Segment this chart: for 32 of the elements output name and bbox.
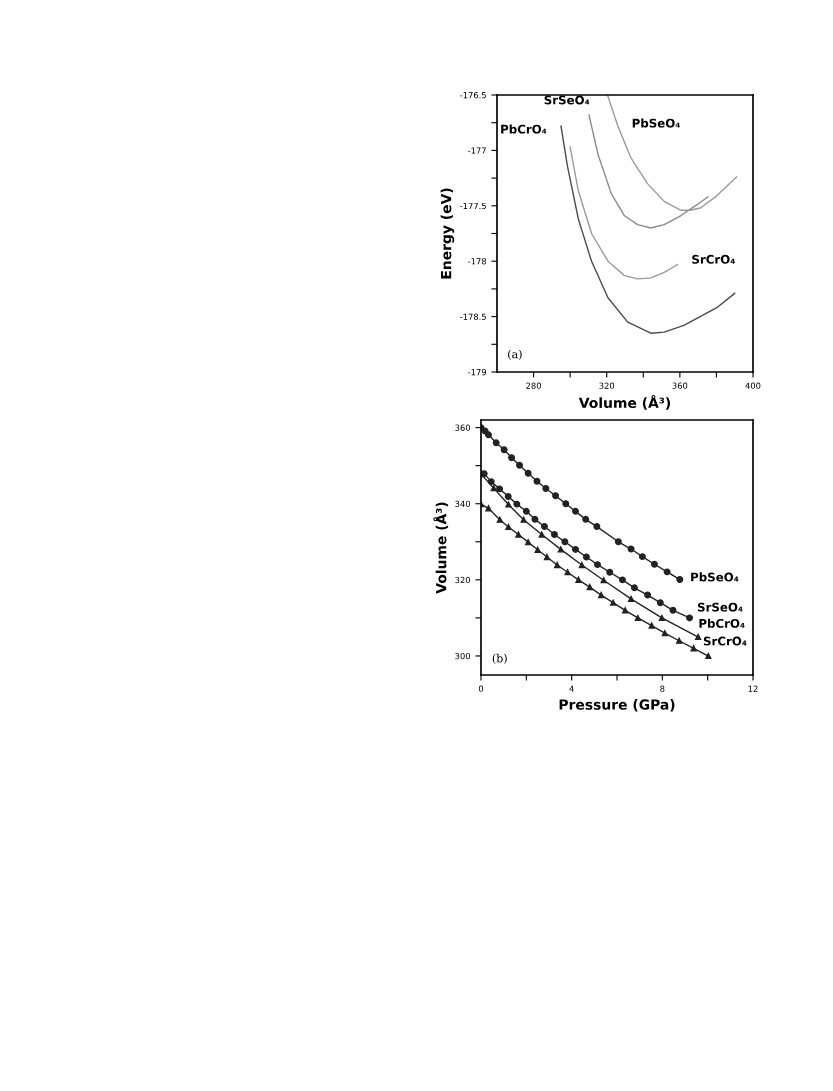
series-label: SrCrO₄ (703, 636, 747, 646)
series-label: PbSeO₄ (632, 118, 680, 128)
y-tick-label: 340 (455, 500, 471, 508)
y-tick-label: -176.5 (460, 91, 486, 99)
x-tick-label: 280 (526, 382, 541, 389)
annotation: (a) (508, 349, 522, 360)
y-axis-title: Energy (eV) (440, 188, 455, 279)
y-tick-label: -178.5 (460, 313, 486, 320)
series-label: PbCrO₄ (699, 618, 745, 628)
series-label: SrSeO₄ (544, 95, 590, 105)
x-axis-title: Volume (Å³) (578, 394, 671, 410)
x-tick-label: 360 (672, 382, 688, 389)
y-tick-label: -177 (468, 147, 486, 154)
x-axis-title: Pressure (GPa) (559, 699, 675, 712)
y-tick-label: 300 (455, 652, 471, 660)
x-tick-label: 8 (660, 685, 665, 692)
x-tick-label: 4 (569, 685, 574, 692)
y-tick-label: -178 (468, 258, 487, 265)
x-tick-label: 320 (599, 382, 615, 389)
series-label: SrCrO₄ (692, 254, 735, 264)
x-tick-label: 0 (478, 685, 484, 692)
y-tick-label: -179 (468, 368, 486, 376)
series-label: PbSeO₄ (691, 572, 739, 582)
annotation: (b) (492, 653, 507, 664)
series-label: SrSeO₄ (697, 602, 743, 612)
x-tick-label: 12 (748, 685, 758, 692)
y-tick-label: 360 (455, 424, 471, 431)
series-label: PbCrO₄ (501, 124, 547, 134)
y-axis-title: Volume (Å³) (433, 502, 449, 594)
y-tick-label: -177.5 (460, 202, 486, 210)
y-tick-label: 320 (455, 576, 471, 584)
x-tick-label: 400 (745, 382, 761, 389)
